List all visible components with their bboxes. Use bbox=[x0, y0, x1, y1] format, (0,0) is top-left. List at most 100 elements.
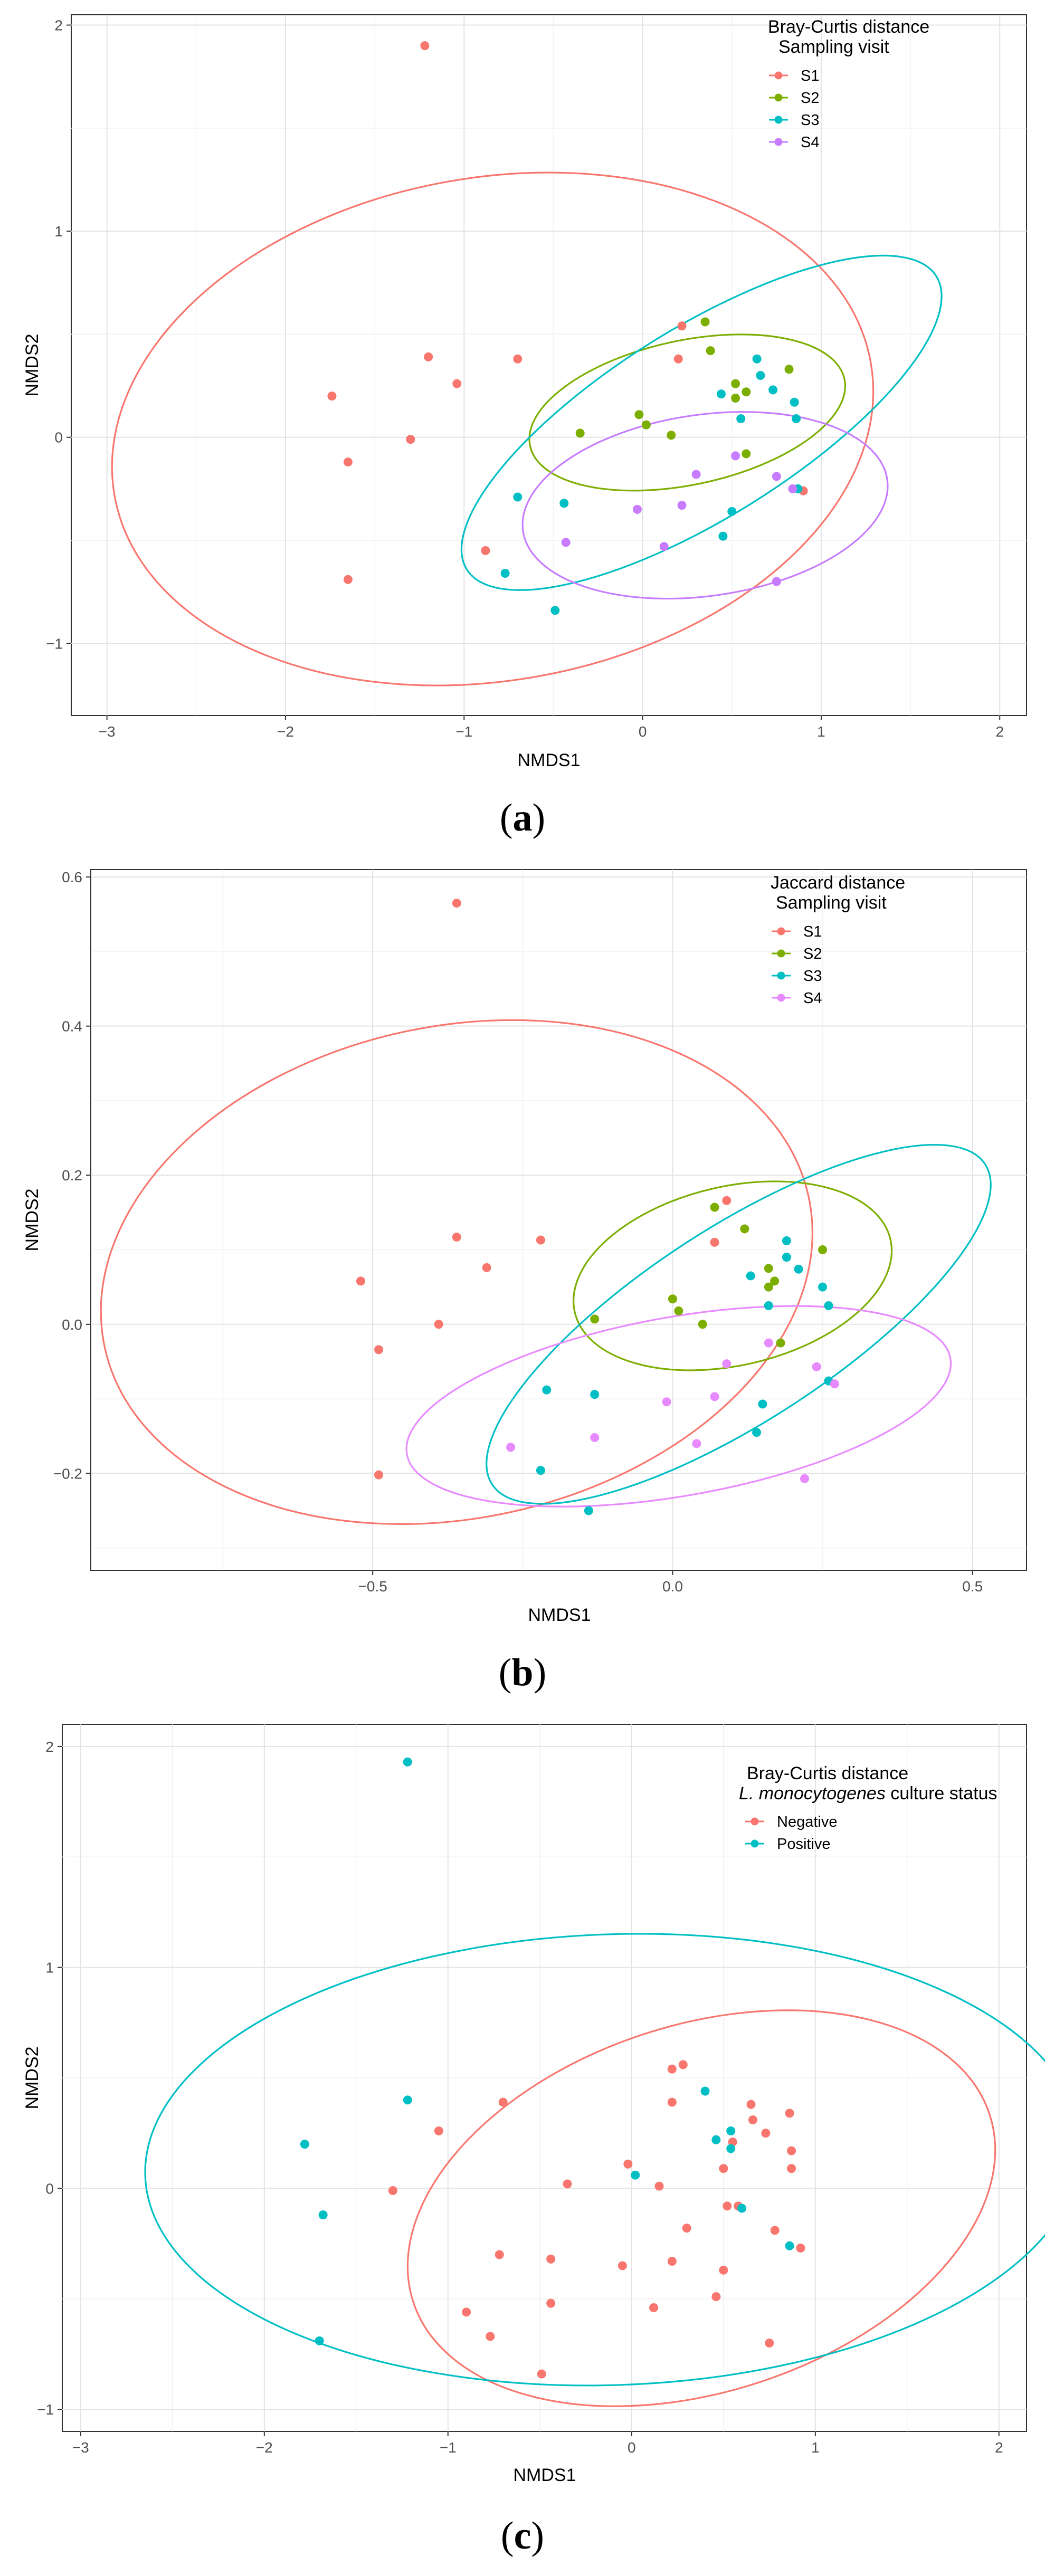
point-s2 bbox=[641, 420, 651, 430]
panel-c-grid bbox=[62, 1724, 1027, 2431]
point-negative bbox=[546, 2254, 556, 2264]
point-s3 bbox=[727, 507, 737, 516]
ellipse-s1 bbox=[100, 1019, 813, 1525]
point-s1 bbox=[452, 379, 462, 388]
point-s4 bbox=[772, 577, 781, 586]
panel-a-plot-area bbox=[71, 14, 1027, 716]
point-negative bbox=[787, 2146, 796, 2155]
point-s2 bbox=[818, 1245, 828, 1255]
panel-b-yticks: −0.2 0.0 0.2 0.4 0.6 bbox=[53, 869, 91, 1482]
point-s4 bbox=[632, 504, 642, 514]
point-s4 bbox=[830, 1379, 839, 1389]
point-s1 bbox=[374, 1345, 384, 1354]
point-s3 bbox=[764, 1301, 773, 1310]
point-negative bbox=[682, 2224, 691, 2233]
point-negative bbox=[667, 2097, 677, 2107]
point-negative bbox=[546, 2298, 556, 2308]
point-s2 bbox=[742, 387, 751, 397]
point-negative bbox=[434, 2126, 443, 2135]
legend-key-point bbox=[750, 1817, 759, 1826]
panel-a-x-axis-title: NMDS1 bbox=[517, 750, 580, 770]
point-s4 bbox=[710, 1392, 719, 1401]
ellipse-positive bbox=[144, 1933, 1045, 2387]
legend-key-point bbox=[777, 927, 785, 936]
y-tick-label: 0 bbox=[54, 430, 63, 446]
point-s3 bbox=[550, 606, 560, 615]
x-tick-label: 0.5 bbox=[962, 1578, 983, 1595]
point-s2 bbox=[731, 393, 740, 403]
legend-key-point bbox=[774, 71, 783, 80]
point-s2 bbox=[742, 449, 751, 459]
panel-c: −3 −2 −1 0 1 2 −1 0 1 2 NMDS1 NMDS2 Bray-Curtis … bbox=[22, 1724, 1045, 2558]
point-s4 bbox=[662, 1397, 671, 1407]
point-s3 bbox=[746, 1271, 755, 1281]
point-s3 bbox=[500, 568, 510, 578]
point-negative bbox=[495, 2250, 504, 2259]
point-s2 bbox=[710, 1203, 719, 1212]
legend-label: Positive bbox=[777, 1836, 831, 1853]
point-s2 bbox=[700, 317, 710, 327]
point-negative bbox=[486, 2332, 495, 2341]
point-positive bbox=[300, 2140, 309, 2149]
panel-a-yticks: −1 0 1 2 bbox=[46, 17, 71, 652]
panel-c-xticks: −3 −2 −1 0 1 2 bbox=[72, 2431, 1003, 2456]
y-tick-label: 0.2 bbox=[62, 1167, 82, 1184]
x-tick-label: 1 bbox=[811, 2439, 820, 2456]
legend-label: S4 bbox=[801, 134, 819, 151]
point-s1 bbox=[374, 1470, 384, 1480]
panel-a-ellipses bbox=[111, 171, 943, 686]
panel-b-caption: (b) bbox=[499, 1651, 546, 1694]
point-s1 bbox=[343, 575, 353, 584]
point-negative bbox=[723, 2201, 732, 2211]
point-s4 bbox=[731, 451, 740, 461]
point-s1 bbox=[536, 1235, 545, 1245]
point-s1 bbox=[513, 354, 522, 364]
point-s2 bbox=[575, 428, 585, 438]
point-negative bbox=[761, 2129, 771, 2138]
legend-key-point bbox=[774, 93, 783, 102]
point-s3 bbox=[752, 354, 762, 364]
panel-c-x-axis-title: NMDS1 bbox=[513, 2465, 576, 2485]
point-s2 bbox=[668, 1294, 677, 1304]
ellipse-negative bbox=[406, 2009, 996, 2407]
point-negative bbox=[462, 2307, 471, 2317]
y-tick-label: 0 bbox=[45, 2180, 54, 2197]
panel-c-points bbox=[300, 1757, 805, 2379]
point-s3 bbox=[536, 1466, 545, 1475]
ellipse-s1 bbox=[111, 171, 875, 686]
x-tick-label: 0.0 bbox=[662, 1578, 683, 1595]
point-s3 bbox=[768, 385, 778, 395]
panel-b-caption-letter: b bbox=[511, 1651, 533, 1694]
point-negative bbox=[678, 2060, 688, 2069]
point-s1 bbox=[452, 899, 461, 908]
point-s1 bbox=[673, 354, 683, 364]
point-s4 bbox=[659, 542, 669, 551]
ellipse-s4 bbox=[405, 1305, 952, 1508]
legend-label: S1 bbox=[803, 923, 822, 940]
point-s1 bbox=[406, 435, 415, 444]
point-negative bbox=[667, 2257, 677, 2266]
point-negative bbox=[787, 2164, 796, 2173]
legend-label: Negative bbox=[777, 1814, 837, 1830]
point-positive bbox=[737, 2203, 747, 2213]
point-s1 bbox=[452, 1232, 461, 1242]
legend-label: S4 bbox=[803, 990, 822, 1007]
y-tick-label: −0.2 bbox=[53, 1465, 82, 1482]
panel-c-ellipses bbox=[144, 1933, 1045, 2407]
y-tick-label: 0.0 bbox=[62, 1316, 82, 1333]
point-s4 bbox=[506, 1443, 516, 1452]
point-s4 bbox=[590, 1433, 600, 1443]
y-tick-label: −1 bbox=[37, 2401, 54, 2418]
point-s1 bbox=[434, 1320, 443, 1329]
point-s4 bbox=[691, 470, 701, 479]
panel-c-caption: (c) bbox=[501, 2514, 544, 2558]
legend-label: S2 bbox=[801, 90, 819, 107]
panel-b-x-axis-title: NMDS1 bbox=[528, 1605, 591, 1625]
panel-b-legend: Jaccard distance Sampling visit S1 S2 S3 S4 bbox=[771, 873, 905, 1007]
panel-b-grid bbox=[91, 870, 1027, 1570]
point-negative bbox=[667, 2064, 677, 2074]
point-s2 bbox=[698, 1320, 707, 1329]
point-positive bbox=[403, 2095, 412, 2105]
point-negative bbox=[785, 2108, 794, 2118]
panel-b-plot-area bbox=[90, 869, 1027, 1571]
